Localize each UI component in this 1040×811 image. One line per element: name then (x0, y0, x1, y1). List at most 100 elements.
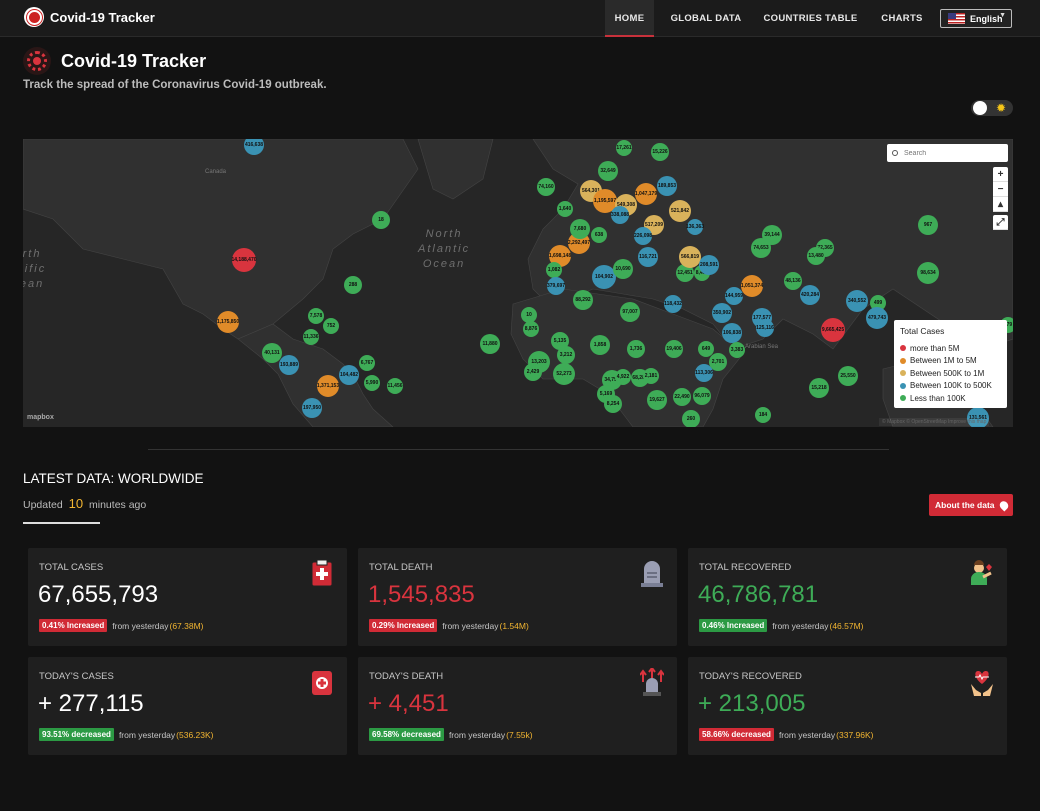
case-bubble[interactable]: 131,561 (967, 407, 989, 427)
case-bubble[interactable]: 2,701 (709, 353, 727, 371)
case-bubble[interactable]: 288 (344, 276, 362, 294)
case-bubble[interactable]: 1,736 (627, 340, 645, 358)
case-bubble[interactable]: 9,665,425 (821, 318, 845, 342)
case-bubble[interactable]: 197,950 (302, 398, 322, 418)
case-bubble[interactable]: 1,640 (557, 201, 573, 217)
case-bubble[interactable]: 338,088 (611, 206, 629, 224)
about-data-button[interactable]: About the data (929, 494, 1013, 516)
case-bubble[interactable]: 98,634 (917, 262, 939, 284)
case-bubble[interactable]: 40,131 (262, 343, 282, 363)
case-bubble[interactable]: 226,098 (634, 227, 652, 245)
case-bubble[interactable]: 416,638 (244, 139, 264, 155)
case-bubble[interactable]: 8,876 (523, 321, 539, 337)
map-legend: Total Cases more than 5M Between 1M to 5M… (894, 320, 1007, 408)
map-search-box[interactable] (887, 144, 1008, 162)
case-bubble[interactable]: 379,697 (547, 277, 565, 295)
stat-card: TODAY'S DEATH + 4,451 69.58% decreased from… (358, 657, 677, 755)
case-bubble[interactable]: 10,690 (613, 259, 633, 279)
case-bubble[interactable]: 521,842 (669, 200, 691, 222)
mapbox-logo[interactable]: mapbox (27, 414, 54, 421)
case-bubble[interactable]: 208,591 (699, 255, 719, 275)
case-bubble[interactable]: 10 (521, 307, 537, 323)
case-bubble[interactable]: 17,261 (616, 140, 632, 156)
case-bubble[interactable]: 39,144 (762, 225, 782, 245)
case-bubble[interactable]: 4,922 (615, 369, 631, 385)
case-bubble[interactable]: 5,135 (551, 332, 569, 350)
case-bubble[interactable]: 74,160 (537, 178, 555, 196)
case-bubble[interactable]: 3,212 (557, 346, 575, 364)
case-bubble[interactable]: 48,136 (784, 272, 802, 290)
case-bubble[interactable]: 97,007 (620, 302, 640, 322)
case-bubble[interactable]: 104,902 (592, 265, 616, 289)
case-bubble[interactable]: 1,371,153 (317, 375, 339, 397)
case-bubble[interactable]: 340,552 (846, 290, 868, 312)
fullscreen-icon[interactable]: ⤢ (993, 215, 1008, 230)
case-bubble[interactable]: 88,292 (573, 290, 593, 310)
case-bubble[interactable]: 11,880 (480, 334, 500, 354)
case-bubble[interactable]: 566,819 (679, 246, 701, 268)
case-bubble[interactable]: 25,550 (838, 366, 858, 386)
case-bubble[interactable]: 8,254 (604, 395, 622, 413)
case-bubble[interactable]: 15,226 (651, 143, 669, 161)
case-bubble[interactable]: 638 (591, 227, 607, 243)
case-bubble[interactable]: 350,902 (712, 303, 732, 323)
stat-card-value: 46,786,781 (698, 581, 819, 608)
case-bubble[interactable]: 189,853 (657, 176, 677, 196)
case-bubble[interactable]: 15,218 (809, 378, 829, 398)
case-bubble[interactable]: 1,698,148 (549, 245, 571, 267)
case-bubble[interactable]: 19,406 (665, 340, 683, 358)
map-search-input[interactable] (904, 149, 1004, 157)
case-bubble[interactable]: 1,082 (546, 262, 562, 278)
map-attribution[interactable]: © Mapbox © OpenStreetMap Improve this ma… (879, 418, 990, 426)
case-bubble[interactable]: 96,079 (693, 387, 711, 405)
case-bubble[interactable]: 136,363 (686, 219, 704, 235)
nav-global-data[interactable]: GLOBAL DATA (670, 13, 742, 24)
case-bubble[interactable]: 193,889 (279, 355, 299, 375)
case-bubble[interactable]: 13,480 (807, 247, 825, 265)
case-bubble[interactable]: 125,116 (756, 319, 774, 337)
case-bubble[interactable]: 2,181 (643, 368, 659, 384)
case-bubble[interactable]: 1,051,374 (741, 275, 763, 297)
case-bubble[interactable]: 420,284 (800, 285, 820, 305)
case-bubble[interactable]: 184 (755, 407, 771, 423)
case-bubble[interactable]: 104,482 (339, 365, 359, 385)
case-bubble[interactable]: 6,767 (359, 355, 375, 371)
case-bubble[interactable]: 32,649 (598, 161, 618, 181)
case-bubble[interactable]: 116,721 (638, 247, 658, 267)
case-bubble[interactable]: 479,743 (866, 307, 888, 329)
brand-link[interactable]: Covid-19 Tracker (24, 7, 155, 27)
case-bubble[interactable]: 1,175,850 (217, 311, 239, 333)
case-bubble[interactable]: 22,490 (673, 388, 691, 406)
case-bubble[interactable]: 260 (682, 410, 700, 427)
nav-charts[interactable]: CHARTS (881, 13, 923, 24)
compass-button[interactable]: ▴ (993, 197, 1008, 212)
case-bubble[interactable]: 1,858 (590, 335, 610, 355)
case-bubble[interactable]: 1,047,179 (635, 183, 657, 205)
case-bubble[interactable]: 19,627 (647, 390, 667, 410)
case-bubble[interactable]: 7,578 (308, 308, 324, 324)
case-bubble[interactable]: 752 (323, 318, 339, 334)
case-bubble[interactable]: 118,432 (664, 295, 682, 313)
case-bubble[interactable]: 5,990 (364, 375, 380, 391)
case-bubble[interactable]: 2,429 (524, 363, 542, 381)
nav-home[interactable]: HOME (605, 0, 654, 37)
case-bubble[interactable]: 12,451 (676, 264, 694, 282)
zoom-out-button[interactable]: − (993, 182, 1008, 197)
language-dropdown[interactable]: English ▼ (940, 9, 1012, 28)
theme-toggle[interactable]: ✹ (971, 100, 1013, 116)
case-bubble[interactable]: 18 (372, 211, 390, 229)
nav-countries-table[interactable]: COUNTRIES TABLE (763, 13, 858, 24)
zoom-in-button[interactable]: + (993, 167, 1008, 182)
case-bubble[interactable]: 106,838 (722, 323, 742, 343)
case-bubble[interactable]: 649 (698, 341, 714, 357)
case-bubble[interactable]: 144,959 (725, 287, 743, 305)
case-bubble[interactable]: 52,273 (553, 363, 575, 385)
case-bubble[interactable]: 967 (918, 215, 938, 235)
case-bubble[interactable]: 3,383 (729, 342, 745, 358)
case-bubble[interactable]: 7,680 (570, 219, 590, 239)
case-bubble[interactable]: 11,336 (303, 329, 319, 345)
case-bubble[interactable]: 14,188,470 (231, 248, 257, 272)
case-bubble[interactable]: 113,306 (695, 364, 713, 382)
case-bubble[interactable]: 11,456 (387, 378, 403, 394)
